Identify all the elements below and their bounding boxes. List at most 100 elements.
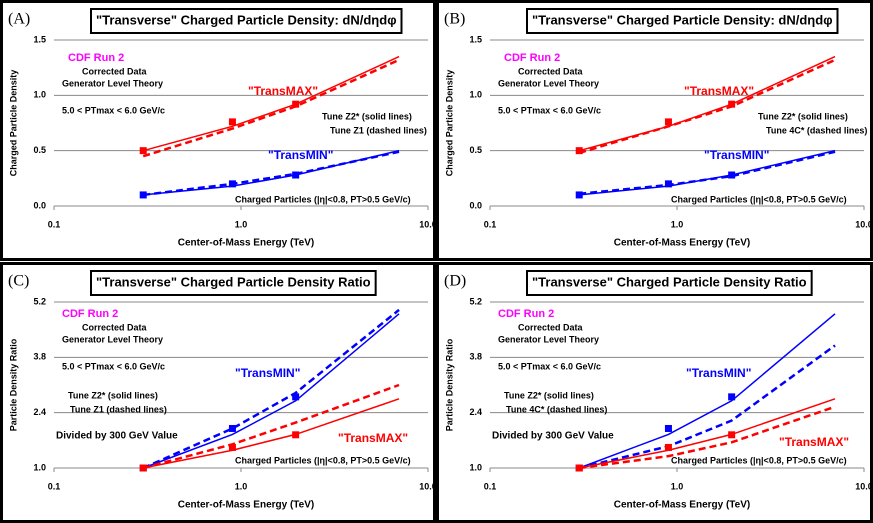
annotation: Generator Level Theory [62,334,163,344]
annotation: "TransMIN" [268,148,333,162]
data-point [228,424,236,432]
y-tick-label: 1.0 [469,462,482,472]
y-tick-label: 2.4 [469,407,482,417]
x-tick-label: 10.0 [419,219,437,229]
y-tick-label: 0.5 [33,145,46,155]
data-point [664,424,672,432]
data-point [139,191,147,199]
annotation: "TransMIN" [235,366,300,380]
title-box [526,270,813,296]
data-point [575,464,583,472]
annotation: CDF Run 2 [504,52,560,64]
annotation: Charged Particles (|η|<0.8, PT>0.5 GeV/c… [671,455,847,465]
annotation: Tune 4C* (dashed lines) [766,125,867,135]
dashed-line [578,58,836,155]
chart-title: "Transverse" Charged Particle Density Ra… [532,274,807,289]
dashed-line [579,405,836,470]
dashed-line [579,150,836,196]
x-tick-label: 10.0 [855,481,873,491]
x-tick-label: 1.0 [235,481,248,491]
annotation: 5.0 < PTmax < 6.0 GeV/c [498,361,601,371]
annotation: CDF Run 2 [498,308,554,320]
y-tick-label: 1.0 [469,90,482,100]
y-tick-label: 0.5 [469,145,482,155]
data-point [575,191,583,199]
data-point [664,118,672,126]
title-box [90,8,403,34]
x-tick-label: 10.0 [419,481,437,491]
x-tick-label: 0.1 [48,219,61,229]
solid-line [578,313,836,469]
data-point [292,100,300,108]
annotation: Generator Level Theory [498,78,599,88]
data-point [292,171,300,179]
annotation: Charged Particles (|η|<0.8, PT>0.5 GeV/c… [235,455,411,465]
data-point [292,431,300,439]
x-tick-label: 0.1 [48,481,61,491]
annotation: "TransMAX" [779,435,849,449]
data-point [728,100,736,108]
panel: (C) "Transverse" Charged Particle Density… [0,262,437,523]
annotation: Charged Particles (|η|<0.8, PT>0.5 GeV/c… [235,194,411,204]
annotation: "TransMIN" [704,148,769,162]
y-tick-label: 1.5 [469,34,482,44]
annotation: Generator Level Theory [62,78,163,88]
data-point [228,118,236,126]
chart-title: "Transverse" Charged Particle Density: d… [532,12,833,27]
solid-line [143,55,400,152]
data-point [228,180,236,188]
panel-border [0,262,436,523]
y-tick-label: 1.0 [33,90,46,100]
annotation: Corrected Data [518,322,584,332]
data-point [728,431,736,439]
chart-title: "Transverse" Charged Particle Density Ra… [96,274,371,289]
x-tick-label: 0.1 [484,219,497,229]
y-axis-title: Particle Density Ratio [444,338,454,431]
dashed-line [143,150,400,197]
y-tick-label: 3.8 [469,352,482,362]
annotation: "TransMIN" [686,366,751,380]
x-tick-label: 1.0 [671,219,684,229]
annotation: Tune Z2* (solid lines) [68,390,158,400]
data-point [292,393,300,401]
y-tick-label: 2.4 [33,407,46,417]
data-point [575,147,583,155]
dashed-line [142,308,400,470]
annotation: Generator Level Theory [498,334,599,344]
data-point [728,171,736,179]
y-tick-label: 0.0 [469,200,482,210]
annotation: 5.0 < PTmax < 6.0 GeV/c [62,105,165,115]
y-axis-title: Charged Particle Density [444,70,454,177]
dashed-line [578,344,836,470]
dashed-line [142,383,400,470]
annotation: "TransMAX" [248,84,318,98]
y-tick-label: 5.2 [469,296,482,306]
annotation: "TransMAX" [684,84,754,98]
annotation: CDF Run 2 [62,308,118,320]
annotation: Tune Z1 (dashed lines) [330,125,427,135]
annotation: Tune Z2* (solid lines) [758,111,848,121]
panel: (D) "Transverse" Charged Particle Density… [436,262,873,523]
panel-label: (A) [8,11,30,28]
title-box [526,8,839,34]
panel-border [436,262,873,523]
x-tick-label: 0.1 [484,481,497,491]
annotation: 5.0 < PTmax < 6.0 GeV/c [62,361,165,371]
solid-line [143,398,400,469]
annotation: Tune Z2* (solid lines) [322,111,412,121]
annotation: 5.0 < PTmax < 6.0 GeV/c [498,105,601,115]
y-tick-label: 3.8 [33,352,46,362]
data-point [664,443,672,451]
data-point [228,443,236,451]
data-point [664,180,672,188]
chart-title: "Transverse" Charged Particle Density: d… [96,12,397,27]
annotation: Divided by 300 GeV Value [56,431,178,442]
data-point [139,464,147,472]
x-axis-title: Center-of-Mass Energy (TeV) [614,500,751,511]
annotation: Corrected Data [518,66,584,76]
annotation: CDF Run 2 [68,52,124,64]
x-tick-label: 1.0 [671,481,684,491]
annotation: Tune 4C* (dashed lines) [506,404,607,414]
annotation: Corrected Data [82,66,148,76]
